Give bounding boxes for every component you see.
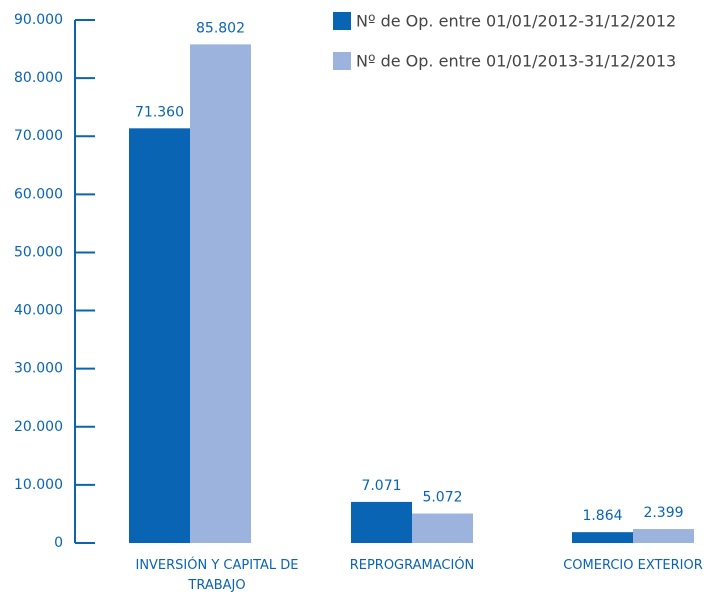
bar xyxy=(412,513,473,543)
x-tick-label: COMERCIO EXTERIOR xyxy=(563,558,703,573)
y-tick-label: 30.000 xyxy=(14,361,63,377)
value-label: 85.802 xyxy=(196,20,245,36)
x-tick-label: REPROGRAMACIÓN xyxy=(349,558,475,573)
legend-swatch xyxy=(333,12,351,30)
bar xyxy=(190,44,251,543)
y-tick-label: 70.000 xyxy=(14,128,63,144)
y-tick-label: 50.000 xyxy=(14,244,63,260)
y-tick-label: 20.000 xyxy=(14,419,63,435)
value-label: 5.072 xyxy=(422,490,462,506)
legend-swatch xyxy=(333,52,351,70)
value-label: 2.399 xyxy=(643,505,683,521)
value-label: 1.864 xyxy=(582,508,622,524)
y-tick-label: 40.000 xyxy=(14,303,63,319)
y-tick-label: 90.000 xyxy=(14,12,63,28)
y-tick-label: 0 xyxy=(54,535,63,551)
x-tick-label: INVERSIÓN Y CAPITAL DE TRABAJO xyxy=(135,558,299,593)
bar xyxy=(572,532,633,543)
value-label: 7.071 xyxy=(361,478,401,494)
bar xyxy=(351,501,412,543)
legend-label: Nº de Op. entre 01/01/2013-31/12/2013 xyxy=(356,52,676,71)
bar xyxy=(633,529,694,543)
y-tick-label: 60.000 xyxy=(14,186,63,202)
bar xyxy=(129,128,190,544)
y-tick-label: 80.000 xyxy=(14,70,63,86)
legend-label: Nº de Op. entre 01/01/2012-31/12/2012 xyxy=(356,12,676,31)
y-tick-label: 10.000 xyxy=(14,477,63,493)
value-label: 71.360 xyxy=(135,104,184,120)
